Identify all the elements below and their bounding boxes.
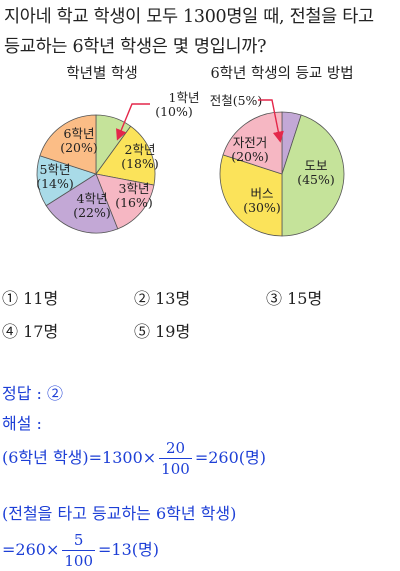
choice-1-text: 11명	[23, 289, 59, 308]
step-1-fraction: 20 100	[159, 438, 192, 479]
choice-4-text: 17명	[23, 322, 59, 341]
answer-label: 정답 :	[2, 384, 42, 403]
chart-1-slice-1-label: 1학년	[169, 90, 200, 105]
chart-2-slice-3-label: 버스	[250, 186, 273, 201]
choice-5[interactable]: ⑤ 19명	[134, 318, 190, 342]
step-1-lhs: (6학년 학생)=1300×	[2, 448, 157, 467]
chart-1-slice-4	[45, 173, 119, 234]
solution-step-1: (6학년 학생)=1300× 20 100 =260(명)	[2, 438, 266, 479]
chart-2-slice-3-value: (30%)	[243, 200, 281, 215]
chart-2-slice-4-label: 자전거	[233, 135, 268, 150]
step-3-numerator: 5	[62, 530, 95, 551]
step-3-lhs: =260×	[2, 540, 60, 559]
choice-3[interactable]: ③ 15명	[266, 285, 322, 309]
chart-1-slice-5-label: 5학년	[40, 162, 71, 177]
solution-step-2: (전철을 타고 등교하는 6학년 학생)	[2, 504, 237, 523]
step-1-rhs: =260(명)	[194, 448, 266, 467]
choice-1[interactable]: ① 11명	[2, 285, 58, 309]
chart-1-slice-5-value: (14%)	[36, 176, 74, 191]
chart-1-pie	[36, 114, 156, 234]
chart-1-slice-4-label: 4학년	[77, 191, 108, 206]
choice-2-number: ②	[134, 289, 151, 308]
chart-2-slice-2	[281, 114, 345, 237]
chart-2-pie	[219, 111, 345, 237]
answer-line: 정답 : ②	[2, 380, 63, 404]
chart-1-slice-3-label: 3학년	[119, 181, 150, 196]
chart-1-slice-2-value: (18%)	[121, 156, 159, 171]
chart-2-slice-2-value: (45%)	[297, 172, 335, 187]
chart-1-slice-6-value: (20%)	[60, 140, 98, 155]
step-3-fraction: 5 100	[62, 530, 95, 571]
chart-1-slice-1-value: (10%)	[155, 104, 193, 119]
callout-arrow-subway	[258, 99, 284, 143]
choice-2-text: 13명	[155, 289, 191, 308]
step-1-numerator: 20	[159, 438, 192, 459]
chart-1-slice-2	[95, 125, 156, 186]
chart-1-slice-4-value: (22%)	[73, 205, 111, 220]
choice-4[interactable]: ④ 17명	[2, 318, 58, 342]
choice-row-1: ① 11명 ② 13명 ③ 15명	[2, 285, 398, 311]
chart-1-slice-3	[95, 173, 155, 230]
chart-2-slice-4-value: (20%)	[231, 149, 269, 164]
chart-1-slice-6-label: 6학년	[64, 126, 95, 141]
step-1-denominator: 100	[161, 460, 190, 478]
chart-2-slice-4	[222, 111, 283, 175]
explanation-label: 해설 :	[2, 414, 42, 433]
question-text: 지아네 학교 학생이 모두 1300명일 때, 전철을 타고 등교하는 6학년 …	[4, 2, 398, 62]
pie-charts: 학년별 학생 6학년 학생의 등교 방법 2학년(18%) 3학년(16%) 4학년…	[36, 65, 354, 237]
chart-1-slice-6	[39, 114, 97, 175]
answer-value: ②	[47, 384, 64, 403]
choice-3-number: ③	[266, 289, 283, 308]
chart-1-slice-2-label: 2학년	[125, 142, 156, 157]
chart-1-title: 학년별 학생	[66, 65, 137, 82]
chart-1-slice-3-value: (16%)	[115, 195, 153, 210]
chart-labels: 2학년(18%)3학년(16%)4학년(22%)5학년(14%)6학년(20%)…	[36, 90, 335, 220]
choice-row-2: ④ 17명 ⑤ 19명	[2, 318, 398, 344]
chart-2-slice-3	[219, 154, 283, 237]
chart-2-slice-2-label: 도보	[304, 158, 327, 173]
question-line-2: 등교하는 6학년 학생은 몇 명입니까?	[4, 37, 267, 57]
choice-1-number: ①	[2, 289, 19, 308]
choice-5-text: 19명	[155, 322, 191, 341]
solution-step-3: =260× 5 100 =13(명)	[2, 530, 159, 571]
chart-1-slice-5	[36, 155, 97, 207]
callout-arrow-grade1	[116, 103, 150, 141]
question-line-1: 지아네 학교 학생이 모두 1300명일 때, 전철을 타고	[4, 7, 374, 27]
choice-2[interactable]: ② 13명	[134, 285, 190, 309]
chart-2-title: 6학년 학생의 등교 방법	[210, 65, 353, 82]
choice-4-number: ④	[2, 322, 19, 341]
choice-3-text: 15명	[287, 289, 323, 308]
step-3-denominator: 100	[64, 552, 93, 570]
step-3-rhs: =13(명)	[98, 540, 159, 559]
choice-5-number: ⑤	[134, 322, 151, 341]
chart-2-slice-1-label: 전철(5%)	[210, 93, 263, 108]
